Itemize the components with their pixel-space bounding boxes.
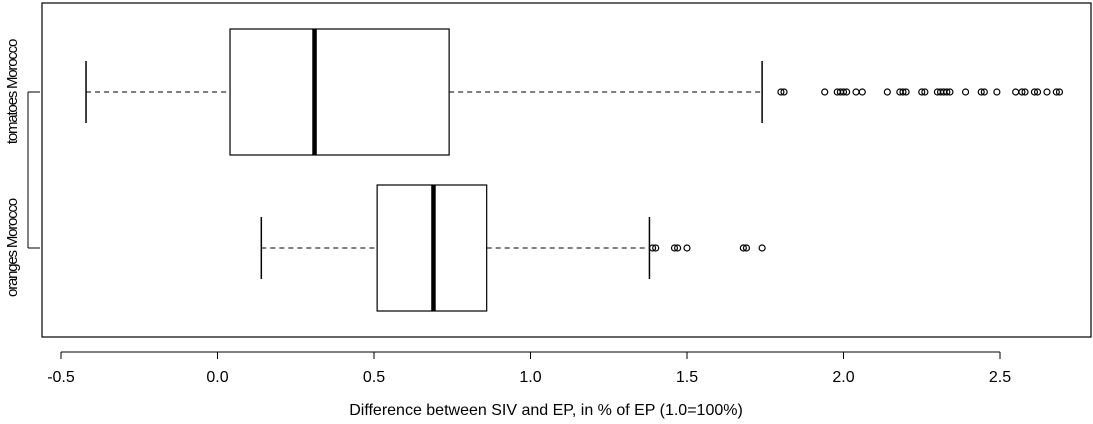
outlier-point xyxy=(1012,88,1020,96)
x-tick-label: 0.5 xyxy=(363,369,385,386)
outlier-point xyxy=(858,88,866,96)
outlier-point xyxy=(918,88,926,96)
y-category-label: oranges Morocco xyxy=(4,198,21,297)
outlier-point xyxy=(670,244,679,252)
x-tick-label: 2.5 xyxy=(989,369,1011,386)
outlier-point xyxy=(1030,88,1039,96)
x-axis: -0.5 0.0 0.5 1.0 1.5 2.0 2.5 xyxy=(47,351,1011,386)
chart-marks xyxy=(85,28,1064,312)
iqr-box xyxy=(229,28,450,156)
box-tomatoes-morocco xyxy=(85,28,1064,156)
outlier-point xyxy=(742,244,751,252)
outlier-point xyxy=(852,88,860,96)
outlier-point xyxy=(821,88,829,96)
outlier-point xyxy=(648,244,657,252)
box-oranges-morocco xyxy=(260,184,766,312)
outlier-point xyxy=(921,88,929,96)
outlier-point xyxy=(777,88,785,96)
plot-frame xyxy=(41,2,1092,338)
outlier-point xyxy=(1021,88,1029,96)
outlier-point xyxy=(943,88,951,96)
outlier-point xyxy=(1055,88,1064,96)
outlier-point xyxy=(899,88,907,96)
outlier-point xyxy=(1043,88,1051,96)
outlier-point xyxy=(780,88,788,96)
outlier-point xyxy=(739,244,747,252)
outlier-point xyxy=(652,244,660,252)
x-tick-label: -0.5 xyxy=(47,369,75,386)
outlier-point xyxy=(902,88,910,96)
outlier-point xyxy=(883,88,891,96)
outlier-point xyxy=(843,88,851,96)
outlier-point xyxy=(977,88,985,96)
x-tick-label: 0.0 xyxy=(206,369,228,386)
outlier-point xyxy=(980,88,988,96)
x-tick-label: 1.5 xyxy=(676,369,698,386)
outlier-point xyxy=(993,88,1001,96)
outlier-point xyxy=(674,244,682,252)
outlier-point xyxy=(1052,88,1060,96)
y-category-label: tomatoes Morocco xyxy=(4,39,21,144)
outlier-point xyxy=(961,88,970,96)
x-tick-label: 1.0 xyxy=(519,369,541,386)
outlier-point xyxy=(1018,88,1026,96)
x-axis-label: Difference between SIV and EP, in % of E… xyxy=(349,402,743,419)
outlier-point xyxy=(758,244,766,252)
outlier-point xyxy=(946,88,954,96)
outlier-point xyxy=(839,88,848,96)
outlier-point xyxy=(1033,88,1042,96)
y-axis: oranges Morocco tomatoes Morocco xyxy=(4,39,40,297)
outlier-point xyxy=(683,244,691,252)
x-tick-label: 2.0 xyxy=(832,369,854,386)
